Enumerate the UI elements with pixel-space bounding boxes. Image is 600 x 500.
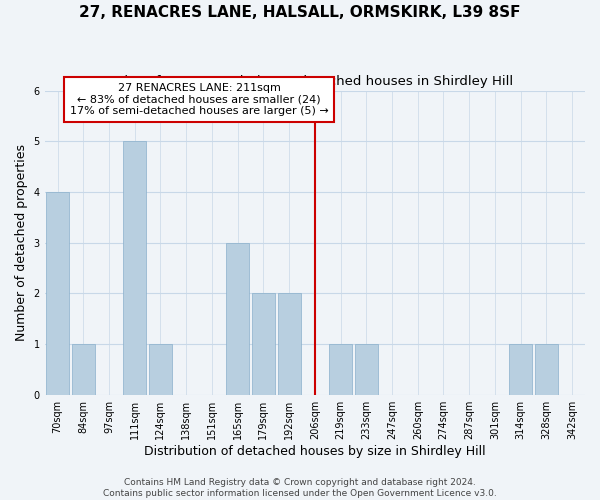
Bar: [46, 192, 69, 394]
Y-axis label: Number of detached properties: Number of detached properties: [15, 144, 28, 341]
Bar: [509, 344, 532, 395]
Bar: [278, 294, 301, 394]
Bar: [252, 294, 275, 394]
Bar: [71, 344, 95, 395]
Title: Size of property relative to detached houses in Shirdley Hill: Size of property relative to detached ho…: [116, 75, 514, 88]
Bar: [123, 141, 146, 395]
Bar: [149, 344, 172, 395]
Bar: [535, 344, 558, 395]
Bar: [226, 242, 249, 394]
Bar: [355, 344, 378, 395]
Text: 27 RENACRES LANE: 211sqm
← 83% of detached houses are smaller (24)
17% of semi-d: 27 RENACRES LANE: 211sqm ← 83% of detach…: [70, 83, 328, 116]
X-axis label: Distribution of detached houses by size in Shirdley Hill: Distribution of detached houses by size …: [144, 444, 485, 458]
Bar: [329, 344, 352, 395]
Text: Contains HM Land Registry data © Crown copyright and database right 2024.
Contai: Contains HM Land Registry data © Crown c…: [103, 478, 497, 498]
Text: 27, RENACRES LANE, HALSALL, ORMSKIRK, L39 8SF: 27, RENACRES LANE, HALSALL, ORMSKIRK, L3…: [79, 5, 521, 20]
